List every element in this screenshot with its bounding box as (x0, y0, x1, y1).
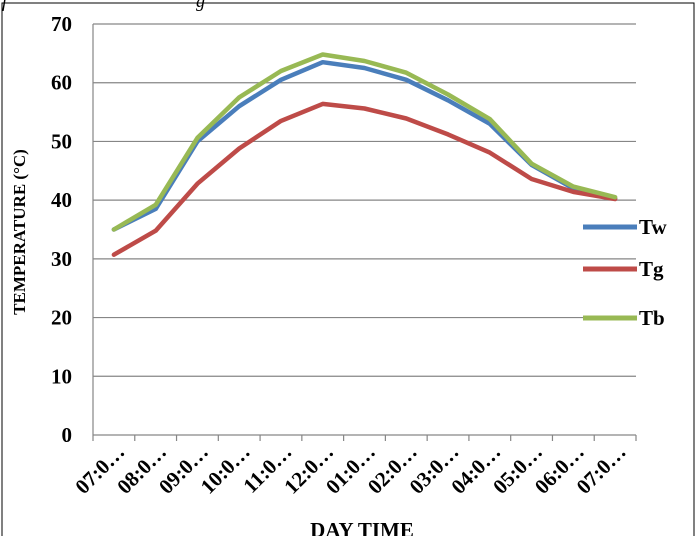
series-line-tw (111, 59, 618, 232)
y-tick-label: 30 (51, 247, 72, 271)
grid-lines (92, 23, 637, 441)
y-tick-label: 60 (51, 71, 72, 95)
legend-label-tg: Tg (639, 257, 664, 281)
legend: Tw Tg Tb (583, 215, 667, 330)
y-tick-label: 70 (51, 12, 72, 36)
y-tick-labels: 0 10 20 30 40 50 60 70 (51, 12, 72, 447)
y-tick-label: 50 (51, 129, 72, 153)
legend-label-tb: Tb (639, 306, 665, 330)
y-tick-label: 40 (51, 188, 72, 212)
caption-fragment: f g (2, 0, 206, 11)
series-line-tg (111, 101, 618, 257)
y-tick-label: 10 (51, 364, 72, 388)
legend-label-tw: Tw (639, 215, 667, 239)
x-axis-label: DAY TIME (310, 518, 414, 536)
series-line-tb (111, 52, 618, 232)
y-axis-label: TEMPERATURE (°C) (10, 149, 29, 315)
y-tick-label: 0 (62, 423, 73, 447)
series-lines (111, 52, 618, 257)
x-tick-labels: 07:0…08:0…09:0…10:0…11:0…12:0…01:0…02:0…… (70, 440, 630, 499)
y-tick-label: 20 (51, 306, 72, 330)
